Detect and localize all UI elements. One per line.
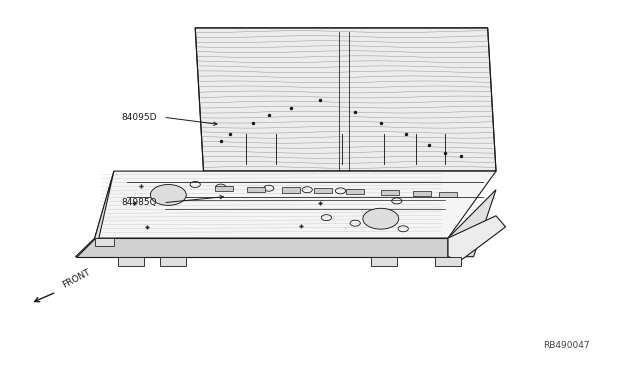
Text: 84095D: 84095D — [122, 113, 157, 122]
Polygon shape — [448, 216, 506, 260]
Bar — [215, 186, 233, 191]
Bar — [439, 192, 457, 197]
Polygon shape — [195, 28, 496, 171]
Bar — [381, 190, 399, 195]
Circle shape — [150, 185, 186, 205]
Bar — [160, 257, 186, 266]
Bar — [314, 188, 332, 193]
Polygon shape — [95, 238, 114, 246]
Bar — [118, 257, 144, 266]
Bar — [247, 187, 265, 192]
Bar — [282, 187, 300, 193]
Bar — [346, 189, 364, 194]
Bar — [371, 257, 397, 266]
Polygon shape — [95, 171, 496, 238]
Bar — [413, 191, 431, 196]
Text: FRONT: FRONT — [61, 268, 92, 290]
Polygon shape — [76, 171, 114, 257]
Polygon shape — [76, 238, 448, 257]
Text: RB490047: RB490047 — [543, 341, 589, 350]
Polygon shape — [448, 190, 496, 257]
Text: 84985Q: 84985Q — [121, 198, 157, 207]
Bar — [435, 257, 461, 266]
Circle shape — [363, 208, 399, 229]
